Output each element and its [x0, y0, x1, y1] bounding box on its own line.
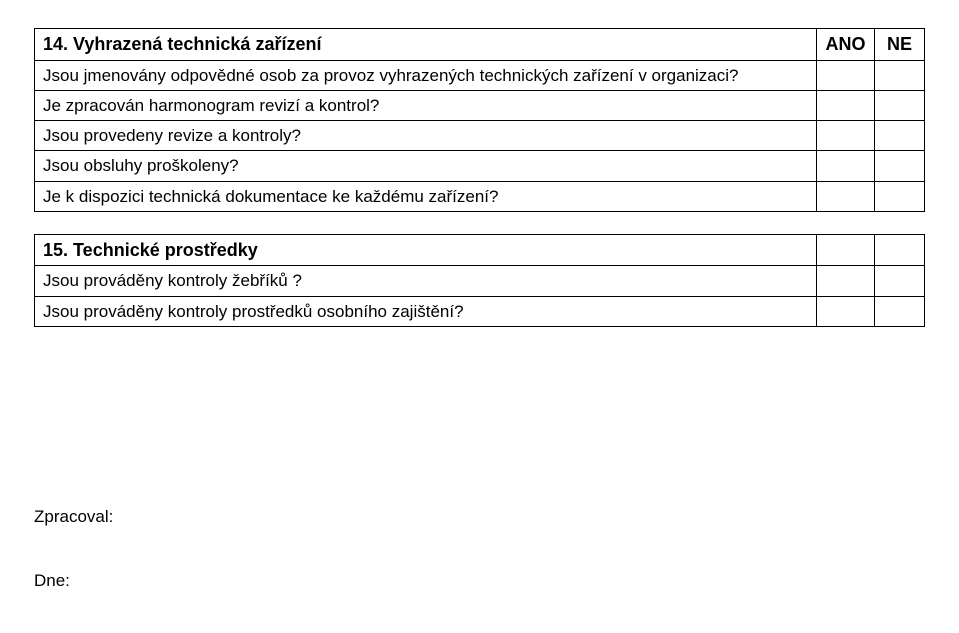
question-cell: Je zpracován harmonogram revizí a kontro…	[35, 90, 817, 120]
table-row: Jsou prováděny kontroly prostředků osobn…	[35, 296, 925, 326]
question-cell: Jsou prováděny kontroly žebříků ?	[35, 266, 817, 296]
table-row: Jsou obsluhy proškoleny?	[35, 151, 925, 181]
ano-cell	[817, 234, 875, 266]
ne-cell	[875, 121, 925, 151]
ano-cell	[817, 60, 875, 90]
question-cell: Je k dispozici technická dokumentace ke …	[35, 181, 817, 211]
ne-cell	[875, 181, 925, 211]
table-14-header-row: 14. Vyhrazená technická zařízení ANO NE	[35, 29, 925, 61]
ne-cell	[875, 60, 925, 90]
ano-cell	[817, 90, 875, 120]
question-cell: Jsou prováděny kontroly prostředků osobn…	[35, 296, 817, 326]
ano-cell	[817, 121, 875, 151]
table-15-title: 15. Technické prostředky	[35, 234, 817, 266]
table-row: Jsou prováděny kontroly žebříků ?	[35, 266, 925, 296]
table-row: Je k dispozici technická dokumentace ke …	[35, 181, 925, 211]
ne-cell	[875, 151, 925, 181]
ano-cell	[817, 181, 875, 211]
table-14: 14. Vyhrazená technická zařízení ANO NE …	[34, 28, 925, 212]
ano-cell	[817, 151, 875, 181]
question-cell: Jsou obsluhy proškoleny?	[35, 151, 817, 181]
table-15: 15. Technické prostředky Jsou prováděny …	[34, 234, 925, 327]
table-14-title: 14. Vyhrazená technická zařízení	[35, 29, 817, 61]
table-row: Jsou jmenovány odpovědné osob za provoz …	[35, 60, 925, 90]
ano-cell	[817, 296, 875, 326]
table-15-header-row: 15. Technické prostředky	[35, 234, 925, 266]
table-row: Je zpracován harmonogram revizí a kontro…	[35, 90, 925, 120]
ano-cell	[817, 266, 875, 296]
col-header-ne: NE	[875, 29, 925, 61]
ne-cell	[875, 90, 925, 120]
question-cell: Jsou provedeny revize a kontroly?	[35, 121, 817, 151]
question-cell: Jsou jmenovány odpovědné osob za provoz …	[35, 60, 817, 90]
zpracoval-label: Zpracoval:	[34, 507, 925, 527]
ne-cell	[875, 266, 925, 296]
table-row: Jsou provedeny revize a kontroly?	[35, 121, 925, 151]
ne-cell	[875, 234, 925, 266]
dne-label: Dne:	[34, 571, 925, 591]
footer: Zpracoval: Dne:	[34, 507, 925, 591]
col-header-ano: ANO	[817, 29, 875, 61]
ne-cell	[875, 296, 925, 326]
